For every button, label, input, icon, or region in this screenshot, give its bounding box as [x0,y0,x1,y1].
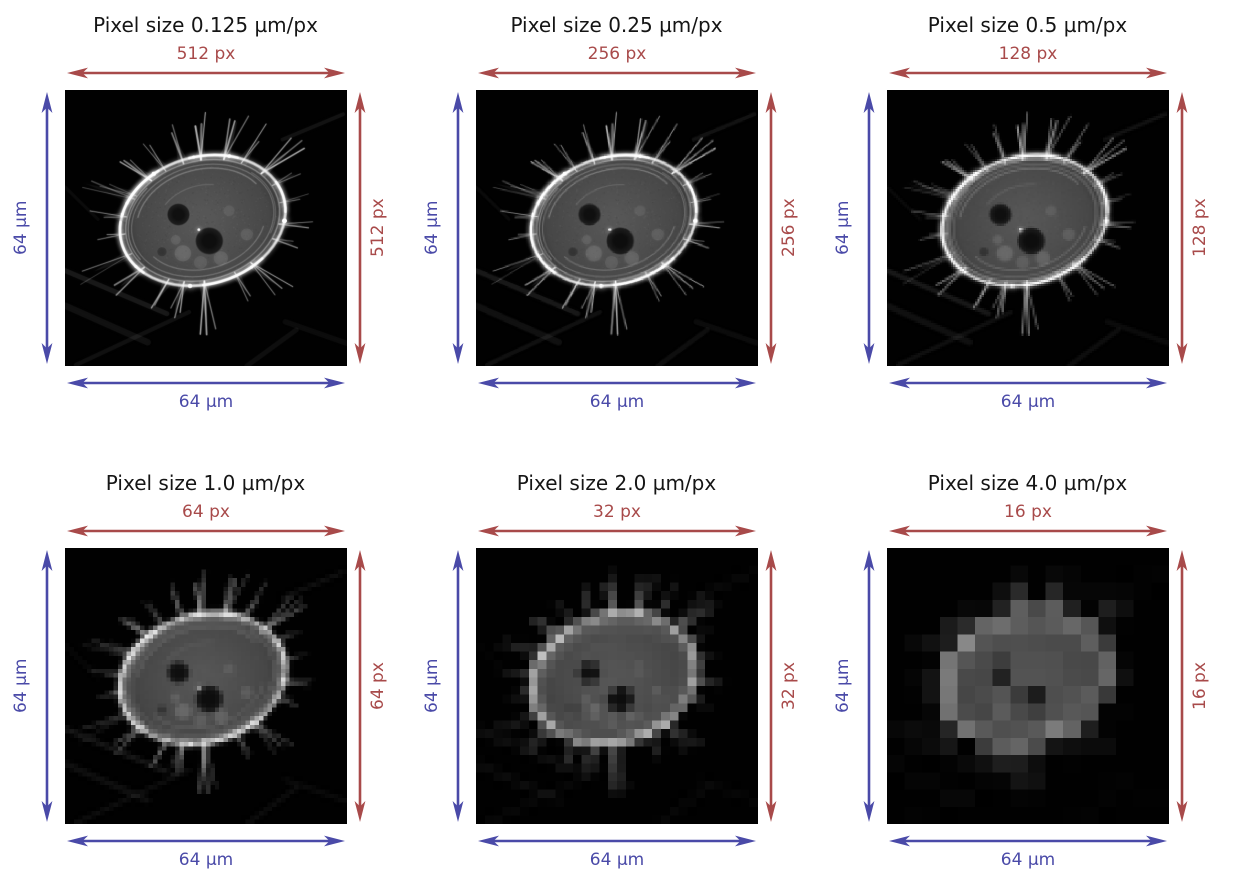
pixel-height-label: 32 px [779,662,799,710]
cell-image [65,90,347,366]
pixel-height-label: 128 px [1190,198,1210,258]
up-down-arrow-icon [41,550,53,822]
up-down-arrow-icon [863,92,875,364]
panel-0.25um: Pixel size 0.25 µm/px 256 px 64 µm 256 p… [411,0,822,447]
cell-image [476,90,758,366]
pixel-height-label: 512 px [368,198,388,258]
micron-height-label: 64 µm [11,658,31,714]
left-right-arrow-icon [67,67,345,79]
pixel-width-label: 512 px [176,44,236,64]
panel-0.5um: Pixel size 0.5 µm/px 128 px 64 µm 128 px [822,0,1233,447]
pixel-width-label: 128 px [998,44,1058,64]
up-down-arrow-icon [354,550,366,822]
up-down-arrow-icon [765,92,777,364]
up-down-arrow-icon [1176,550,1188,822]
micron-width-label: 64 µm [178,850,234,870]
micron-height-label: 64 µm [833,200,853,256]
panel-title: Pixel size 0.25 µm/px [510,13,723,37]
up-down-arrow-icon [452,92,464,364]
micron-height-label: 64 µm [833,658,853,714]
pixel-width-label: 256 px [587,44,647,64]
panel-title: Pixel size 0.125 µm/px [93,13,318,37]
up-down-arrow-icon [863,550,875,822]
left-right-arrow-icon [67,377,345,389]
pixel-width-label: 16 px [1004,502,1052,522]
cell-image [887,548,1169,824]
pixel-height-label: 256 px [779,198,799,258]
micron-width-label: 64 µm [178,392,234,412]
panel-title: Pixel size 0.5 µm/px [927,13,1128,37]
left-right-arrow-icon [889,835,1167,847]
cell-image [887,90,1169,366]
left-right-arrow-icon [478,835,756,847]
pixel-width-label: 32 px [593,502,641,522]
up-down-arrow-icon [41,92,53,364]
left-right-arrow-icon [478,525,756,537]
micron-width-label: 64 µm [1000,850,1056,870]
micron-height-label: 64 µm [11,200,31,256]
up-down-arrow-icon [765,550,777,822]
up-down-arrow-icon [354,92,366,364]
micron-height-label: 64 µm [422,200,442,256]
pixel-width-label: 64 px [182,502,230,522]
left-right-arrow-icon [67,525,345,537]
panel-1.0um: Pixel size 1.0 µm/px 64 px 64 µm 64 px [0,447,411,894]
cell-image [476,548,758,824]
micron-height-label: 64 µm [422,658,442,714]
up-down-arrow-icon [452,550,464,822]
left-right-arrow-icon [889,67,1167,79]
cell-image [65,548,347,824]
left-right-arrow-icon [478,67,756,79]
left-right-arrow-icon [478,377,756,389]
panel-title: Pixel size 4.0 µm/px [927,471,1128,495]
panel-title: Pixel size 1.0 µm/px [105,471,306,495]
up-down-arrow-icon [1176,92,1188,364]
panel-0.125um: Pixel size 0.125 µm/px 512 px 64 µm 512 … [0,0,411,447]
pixel-height-label: 16 px [1190,662,1210,710]
left-right-arrow-icon [889,377,1167,389]
panel-2.0um: Pixel size 2.0 µm/px 32 px 64 µm 32 px [411,447,822,894]
micron-width-label: 64 µm [1000,392,1056,412]
left-right-arrow-icon [889,525,1167,537]
panel-title: Pixel size 2.0 µm/px [516,471,717,495]
pixel-height-label: 64 px [368,662,388,710]
left-right-arrow-icon [67,835,345,847]
micron-width-label: 64 µm [589,392,645,412]
micron-width-label: 64 µm [589,850,645,870]
panel-4.0um: Pixel size 4.0 µm/px 16 px 64 µm 16 px [822,447,1233,894]
